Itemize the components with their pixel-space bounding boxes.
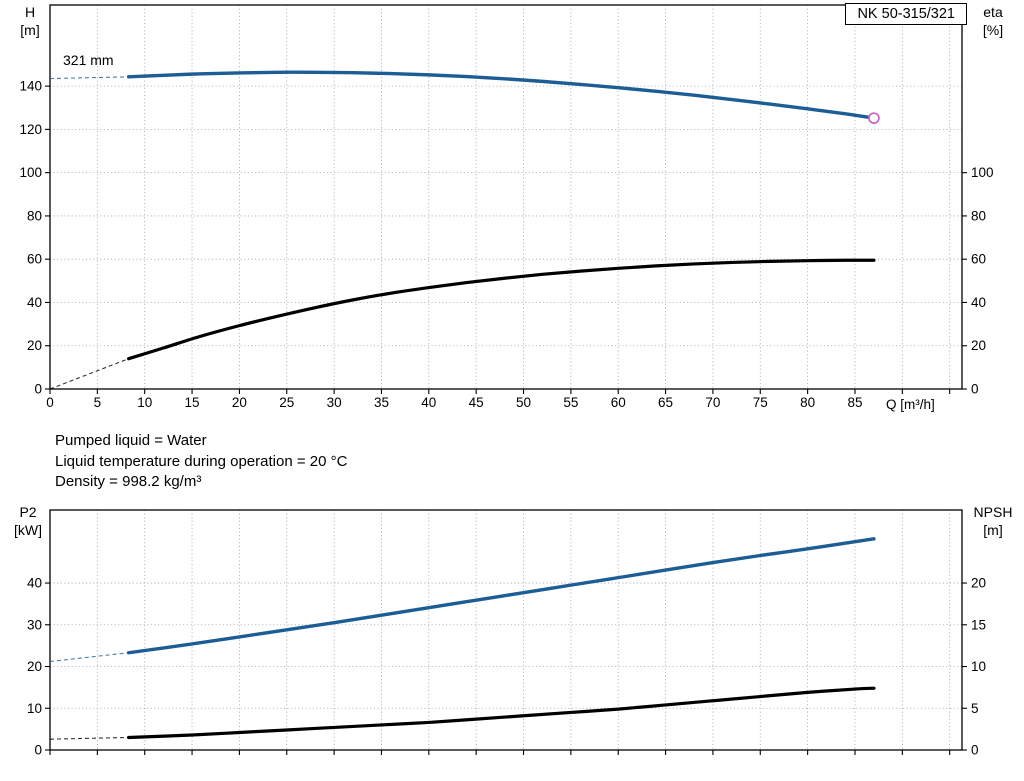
right-tick-label: 80 (971, 208, 986, 223)
x-tick-label: 55 (563, 395, 578, 410)
right-tick-label: 20 (971, 576, 986, 591)
head-axis-label: H (24, 4, 36, 20)
x-tick-label: 45 (469, 395, 484, 410)
pumped-liquid-line: Pumped liquid = Water (55, 432, 207, 449)
right-tick-label: 20 (971, 338, 986, 353)
x-tick-label: 85 (847, 395, 862, 410)
left-tick-label: 10 (27, 701, 42, 716)
x-tick-label: 35 (374, 395, 389, 410)
left-tick-label: 40 (27, 295, 42, 310)
npsh-axis-unit: [m] (983, 521, 1003, 538)
x-tick-label: 15 (185, 395, 200, 410)
x-tick-label: 40 (421, 395, 436, 410)
pump-model-box: NK 50-315/321 (845, 3, 967, 25)
head-axis-unit: [m] (20, 21, 40, 38)
x-tick-label: 60 (611, 395, 626, 410)
left-tick-label: 30 (27, 617, 42, 632)
left-tick-label: 100 (19, 165, 42, 180)
plot-frame (49, 4, 963, 390)
left-tick-label: 20 (27, 659, 42, 674)
left-tick-label: 0 (34, 743, 42, 758)
npsh-axis-label: NPSH (973, 504, 1013, 520)
power-axis-label: P2 (19, 504, 37, 520)
right-tick-label: 100 (971, 165, 994, 180)
x-tick-label: 80 (800, 395, 815, 410)
x-tick-label: 70 (705, 395, 720, 410)
left-tick-label: 140 (19, 79, 42, 94)
left-tick-label: 40 (27, 576, 42, 591)
head-axis-title-block: H [m] (8, 4, 52, 39)
right-tick-label: 0 (971, 382, 979, 397)
left-tick-label: 120 (19, 122, 42, 137)
impeller-diameter-label: 321 mm (63, 52, 114, 68)
efficiency-curve (127, 258, 876, 361)
x-tick-label: 5 (94, 395, 102, 410)
power-npsh-chart-plot: 0 10 20 30 40 0 5 10 15 20 (27, 509, 986, 758)
left-tick-label: 20 (27, 338, 42, 353)
eta-axis-label: eta (983, 4, 1003, 20)
eta-axis-unit: [%] (982, 21, 1004, 38)
power-curve (126, 537, 876, 655)
x-tick-label: 65 (658, 395, 673, 410)
density-line: Density = 998.2 kg/m³ (55, 473, 202, 490)
left-tick-label: 60 (27, 252, 42, 267)
flow-axis-label: Q [m³/h] (886, 397, 935, 412)
npsh-curve (127, 686, 876, 740)
npsh-curve-lead-dash (49, 736, 129, 740)
left-tick-label: 0 (34, 382, 42, 397)
right-tick-label: 15 (971, 617, 986, 632)
efficiency-curve-lead-dash (49, 358, 129, 390)
right-tick-label: 60 (971, 252, 986, 267)
right-tick-label: 40 (971, 295, 986, 310)
x-tick-label: 30 (327, 395, 342, 410)
x-tick-label: 0 (46, 395, 54, 410)
power-curve-lead-dash (49, 652, 129, 663)
eta-axis-title-block: eta [%] (970, 4, 1016, 39)
x-tick-label: 50 (516, 395, 531, 410)
npsh-axis-title-block: NPSH [m] (966, 504, 1020, 539)
x-tick-label: 20 (232, 395, 247, 410)
liquid-info-block: Pumped liquid = Water Liquid temperature… (55, 431, 347, 493)
power-axis-title-block: P2 [kW] (6, 504, 50, 539)
right-tick-label: 10 (971, 659, 986, 674)
head-efficiency-chart-plot: 0 20 40 60 80 100 120 140 0 20 40 60 80 100 0 5 10 15 20 25… (19, 4, 994, 410)
x-tick-label: 75 (753, 395, 768, 410)
x-tick-label: 25 (279, 395, 294, 410)
head-curve-321mm-lead-dash (49, 76, 129, 80)
liquid-temperature-line: Liquid temperature during operation = 20… (55, 452, 348, 470)
head-curve-321mm (126, 70, 876, 120)
duty-point-marker (868, 112, 880, 124)
left-tick-label: 80 (27, 208, 42, 223)
right-tick-label: 0 (971, 743, 979, 758)
power-axis-unit: [kW] (14, 521, 42, 538)
x-tick-label: 10 (137, 395, 152, 410)
right-tick-label: 5 (971, 701, 979, 716)
plot-frame (49, 509, 963, 751)
